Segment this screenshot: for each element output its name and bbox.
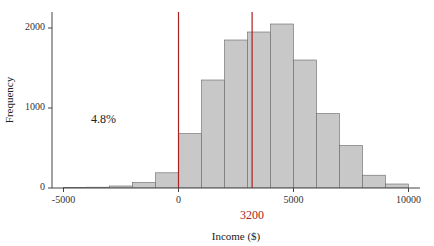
- x-tick: [178, 188, 179, 192]
- bar: [294, 60, 317, 188]
- x-tick-label: 5000: [284, 194, 304, 205]
- plot-area: [64, 12, 409, 188]
- y-tick-label: 2000: [25, 21, 45, 32]
- bar: [386, 184, 409, 188]
- y-tick: [48, 188, 52, 189]
- x-tick-label: 0: [176, 194, 181, 205]
- bar: [363, 175, 386, 188]
- chart: -5000 0 5000 10000 0 1000 2000 3200 4.8% Income (…: [0, 0, 434, 246]
- bar: [317, 114, 340, 188]
- bar: [271, 24, 294, 188]
- y-tick-label: 1000: [25, 101, 45, 112]
- x-tick-label: -5000: [52, 194, 75, 205]
- y-tick-label: 0: [40, 181, 45, 192]
- annotation: 4.8%: [91, 112, 116, 126]
- y-tick: [48, 108, 52, 109]
- bar: [156, 173, 179, 188]
- x-tick: [293, 188, 294, 192]
- x-tick: [408, 188, 409, 192]
- reference-line: [178, 12, 179, 188]
- y-axis: [52, 12, 53, 188]
- bar: [133, 182, 156, 188]
- x-tick: [63, 188, 64, 192]
- bar: [248, 32, 271, 188]
- bar: [225, 40, 248, 188]
- bar: [340, 146, 363, 188]
- x-tick-label: 10000: [396, 194, 421, 205]
- y-tick: [48, 28, 52, 29]
- x-axis-label: Income ($): [212, 230, 261, 243]
- bar: [202, 80, 225, 188]
- y-axis-label: Frequency: [3, 76, 15, 123]
- x-axis: [52, 188, 420, 189]
- reference-line: [252, 12, 253, 188]
- bar: [179, 134, 202, 188]
- reference-label: 3200: [240, 208, 264, 222]
